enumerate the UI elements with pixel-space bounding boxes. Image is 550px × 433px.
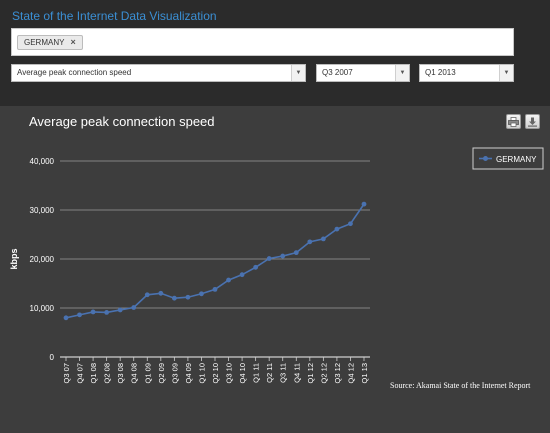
data-point[interactable] — [348, 221, 353, 227]
data-point[interactable] — [185, 294, 191, 300]
chart-legend[interactable]: GERMANY — [472, 147, 544, 170]
x-tick-label: Q3 08 — [116, 363, 125, 383]
data-point[interactable] — [239, 272, 245, 278]
x-tick-label: Q2 11 — [265, 363, 274, 383]
data-point[interactable] — [320, 236, 326, 242]
metric-select[interactable]: Average peak connection speed ▼ — [11, 64, 306, 82]
data-point[interactable] — [77, 312, 82, 318]
x-tick-label: Q1 09 — [143, 363, 152, 383]
app-title: State of the Internet Data Visualization — [12, 9, 217, 23]
chart-panel — [0, 106, 550, 433]
data-point[interactable] — [199, 291, 204, 297]
x-tick-label: Q1 12 — [306, 363, 315, 383]
filter-header: State of the Internet Data Visualization… — [0, 0, 550, 106]
x-tick-label: Q3 12 — [333, 363, 342, 383]
y-tick-label: 10,000 — [30, 304, 55, 313]
data-point[interactable] — [266, 256, 272, 261]
metric-select-value: Average peak connection speed — [17, 68, 132, 77]
data-point[interactable] — [212, 286, 218, 292]
series-line-germany — [65, 203, 365, 319]
x-tick-label: Q2 10 — [211, 363, 220, 383]
remove-tag-icon[interactable]: × — [70, 37, 76, 47]
y-axis-label: kbps — [9, 248, 19, 269]
start-quarter-value: Q3 2007 — [322, 68, 353, 77]
x-tick-label: Q3 10 — [225, 363, 234, 383]
x-tick-label: Q3 11 — [279, 363, 288, 383]
x-tick-label: Q4 08 — [130, 363, 139, 383]
data-point[interactable] — [171, 295, 177, 301]
end-quarter-select[interactable]: Q1 2013 ▼ — [419, 64, 514, 82]
y-tick-label: 40,000 — [30, 157, 55, 166]
y-tick-label: 30,000 — [30, 206, 55, 215]
legend-label-germany: GERMANY — [496, 155, 537, 164]
chart-title: Average peak connection speed — [29, 114, 215, 129]
y-tick-label: 20,000 — [30, 255, 55, 264]
data-point[interactable] — [63, 315, 69, 321]
country-tag-input[interactable]: GERMANY × — [11, 28, 514, 56]
x-tick-label: Q1 10 — [197, 363, 206, 383]
x-tick-label: Q3 07 — [62, 363, 71, 383]
download-button[interactable] — [525, 114, 540, 129]
y-tick-label: 0 — [50, 353, 55, 362]
data-point[interactable] — [90, 309, 96, 315]
print-button[interactable] — [506, 114, 521, 129]
start-quarter-select[interactable]: Q3 2007 ▼ — [316, 64, 410, 82]
source-note: Source: Akamai State of the Internet Rep… — [390, 381, 531, 390]
chevron-down-icon[interactable]: ▼ — [395, 65, 409, 81]
data-point[interactable] — [226, 277, 231, 283]
x-tick-label: Q4 09 — [184, 363, 193, 383]
data-point[interactable] — [144, 292, 150, 298]
data-point[interactable] — [334, 226, 340, 232]
chevron-down-icon[interactable]: ▼ — [291, 65, 305, 81]
data-point[interactable] — [361, 201, 367, 207]
x-tick-label: Q1 13 — [360, 363, 369, 383]
chevron-down-icon[interactable]: ▼ — [499, 65, 513, 81]
x-tick-label: Q3 09 — [170, 363, 179, 383]
data-point[interactable] — [280, 253, 286, 259]
x-tick-label: Q4 11 — [292, 363, 301, 383]
printer-icon — [508, 116, 519, 127]
x-tick-label: Q2 08 — [103, 363, 112, 383]
data-point[interactable] — [104, 310, 110, 315]
x-tick-label: Q4 10 — [238, 363, 247, 383]
x-tick-label: Q4 12 — [346, 363, 355, 383]
data-point[interactable] — [131, 305, 137, 310]
x-tick-label: Q2 09 — [157, 363, 166, 383]
data-point[interactable] — [158, 290, 164, 296]
data-point[interactable] — [117, 307, 123, 313]
x-tick-label: Q1 11 — [252, 363, 261, 383]
country-tag: GERMANY × — [17, 35, 83, 50]
country-tag-label: GERMANY — [24, 38, 65, 47]
data-point[interactable] — [293, 250, 299, 256]
end-quarter-value: Q1 2013 — [425, 68, 456, 77]
x-tick-label: Q1 08 — [89, 363, 98, 383]
data-point[interactable] — [307, 239, 313, 245]
x-tick-label: Q2 12 — [319, 363, 328, 383]
download-icon — [528, 117, 537, 127]
x-tick-label: Q4 07 — [76, 363, 85, 383]
data-point[interactable] — [253, 264, 259, 270]
